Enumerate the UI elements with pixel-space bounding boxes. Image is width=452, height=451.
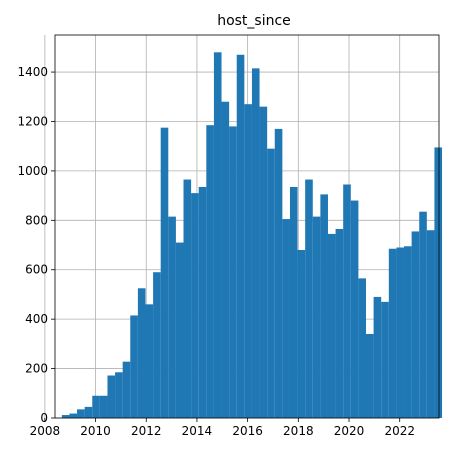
histogram-bar	[274, 128, 283, 418]
histogram-bar	[61, 415, 70, 418]
histogram-bar	[267, 148, 275, 418]
histogram-bar	[426, 230, 435, 418]
histogram-bar	[335, 228, 344, 418]
y-tick-label: 800	[25, 213, 48, 227]
histogram-bar	[69, 413, 78, 418]
x-tick-label: 2022	[384, 424, 415, 438]
histogram-bar	[282, 219, 290, 418]
histogram-bar	[434, 147, 443, 419]
histogram-bar	[175, 242, 184, 418]
y-tick-label: 1000	[17, 164, 48, 178]
histogram-bar	[229, 126, 237, 418]
histogram-bar	[236, 54, 245, 419]
histogram-bar	[350, 200, 359, 418]
histogram-bar	[77, 409, 85, 418]
histogram-bar	[404, 246, 412, 418]
histogram-bar	[388, 248, 397, 418]
histogram-bar	[221, 101, 230, 418]
x-tick-label: 2016	[232, 424, 263, 438]
histogram-bar	[107, 375, 116, 418]
histogram-bar	[305, 179, 313, 418]
y-tick-label: 400	[25, 312, 48, 326]
x-tick-label: 2020	[334, 424, 365, 438]
histogram-bar	[198, 186, 207, 418]
histogram-bar	[84, 406, 93, 418]
histogram-bar	[327, 233, 336, 418]
histogram-bar	[373, 296, 382, 418]
y-tick-label: 600	[25, 263, 48, 277]
x-tick-label: 2008	[30, 424, 61, 438]
histogram-bar	[244, 104, 252, 418]
y-tick-label: 1400	[17, 65, 48, 79]
x-tick-label: 2014	[182, 424, 213, 438]
bar-layer	[61, 52, 443, 419]
histogram-bar	[343, 184, 351, 418]
histogram-bar	[213, 52, 222, 418]
histogram-bar	[358, 278, 367, 418]
histogram-bar	[206, 125, 214, 419]
y-tick-label: 0	[40, 411, 48, 425]
histogram-bar	[366, 333, 374, 418]
histogram-bar	[130, 315, 138, 418]
histogram-bar	[122, 361, 131, 418]
histogram-bar	[168, 216, 176, 418]
x-tick-label: 2012	[131, 424, 162, 438]
histogram-bar	[183, 179, 192, 418]
histogram-bar	[99, 395, 108, 418]
histogram-bar	[411, 231, 420, 418]
histogram-bar	[191, 193, 199, 418]
histogram-bar	[137, 288, 146, 418]
histogram-bar	[160, 127, 169, 419]
plot-frame	[54, 34, 440, 419]
x-tick-label: 2010	[80, 424, 111, 438]
histogram-bar	[259, 106, 268, 418]
x-tick-label: 2018	[283, 424, 314, 438]
histogram-bar	[419, 211, 427, 418]
histogram-bar	[381, 301, 389, 418]
histogram-bar	[289, 186, 298, 418]
y-tick-label: 1200	[17, 114, 48, 128]
histogram-bar	[92, 395, 100, 418]
chart-title: host_since	[217, 13, 291, 29]
histogram-bar	[297, 249, 306, 418]
histogram-bar	[251, 68, 260, 418]
histogram-bar	[396, 247, 405, 418]
histogram-bar	[312, 216, 321, 418]
histogram-bar	[153, 272, 161, 418]
histogram-bar	[145, 304, 154, 418]
y-tick-label: 200	[25, 362, 48, 376]
histogram-bar	[115, 372, 123, 418]
histogram-bar	[320, 194, 328, 418]
tick-layer: 2008 2010 2012 2014 2016 2018 2020 2022 0 200 400 6…	[17, 65, 415, 438]
